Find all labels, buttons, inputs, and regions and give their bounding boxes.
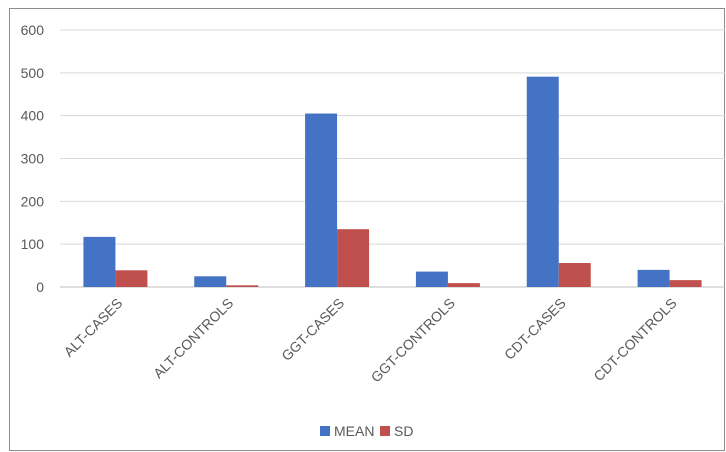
legend-label-sd: SD bbox=[394, 423, 413, 439]
gridlines bbox=[60, 29, 725, 288]
y-tick-label: 0 bbox=[36, 279, 44, 295]
y-axis-tick-labels: 0 100 200 300 400 500 600 bbox=[21, 22, 45, 295]
y-tick-label: 200 bbox=[21, 193, 45, 209]
bar-sd-cdt-controls bbox=[669, 280, 702, 287]
bar-sd-cdt-cases bbox=[558, 263, 591, 287]
bars bbox=[83, 76, 702, 288]
bar-mean-cdt-controls bbox=[637, 269, 670, 287]
bar-mean-cdt-cases bbox=[526, 76, 559, 288]
x-category-label: ALT-CONTROLS bbox=[150, 295, 236, 381]
x-category-label: CDT-CASES bbox=[501, 295, 569, 363]
x-category-label: GGT-CONTROLS bbox=[368, 295, 459, 386]
x-category-label: ALT-CASES bbox=[60, 295, 125, 360]
bar-mean-alt-controls bbox=[194, 276, 227, 287]
bar-mean-ggt-controls bbox=[415, 271, 448, 287]
legend-label-mean: MEAN bbox=[334, 423, 374, 439]
y-tick-label: 100 bbox=[21, 236, 45, 252]
legend-swatch-mean bbox=[320, 426, 330, 436]
y-tick-label: 500 bbox=[21, 65, 45, 81]
y-tick-label: 300 bbox=[21, 151, 45, 167]
legend-swatch-sd bbox=[380, 426, 390, 436]
y-tick-label: 600 bbox=[21, 22, 45, 38]
bar-sd-alt-cases bbox=[115, 270, 148, 287]
x-category-label: GGT-CASES bbox=[278, 295, 347, 364]
x-category-label: CDT-CONTROLS bbox=[590, 295, 679, 384]
x-axis-category-labels: ALT-CASES ALT-CONTROLS GGT-CASES GGT-CONTRO… bbox=[60, 295, 679, 386]
bar-mean-alt-cases bbox=[83, 236, 116, 287]
bar-sd-ggt-controls bbox=[447, 283, 480, 287]
bar-sd-ggt-cases bbox=[337, 229, 370, 287]
bar-mean-ggt-cases bbox=[305, 113, 338, 288]
y-tick-label: 400 bbox=[21, 108, 45, 124]
legend: MEAN SD bbox=[320, 423, 413, 439]
bar-sd-alt-controls bbox=[226, 285, 259, 287]
